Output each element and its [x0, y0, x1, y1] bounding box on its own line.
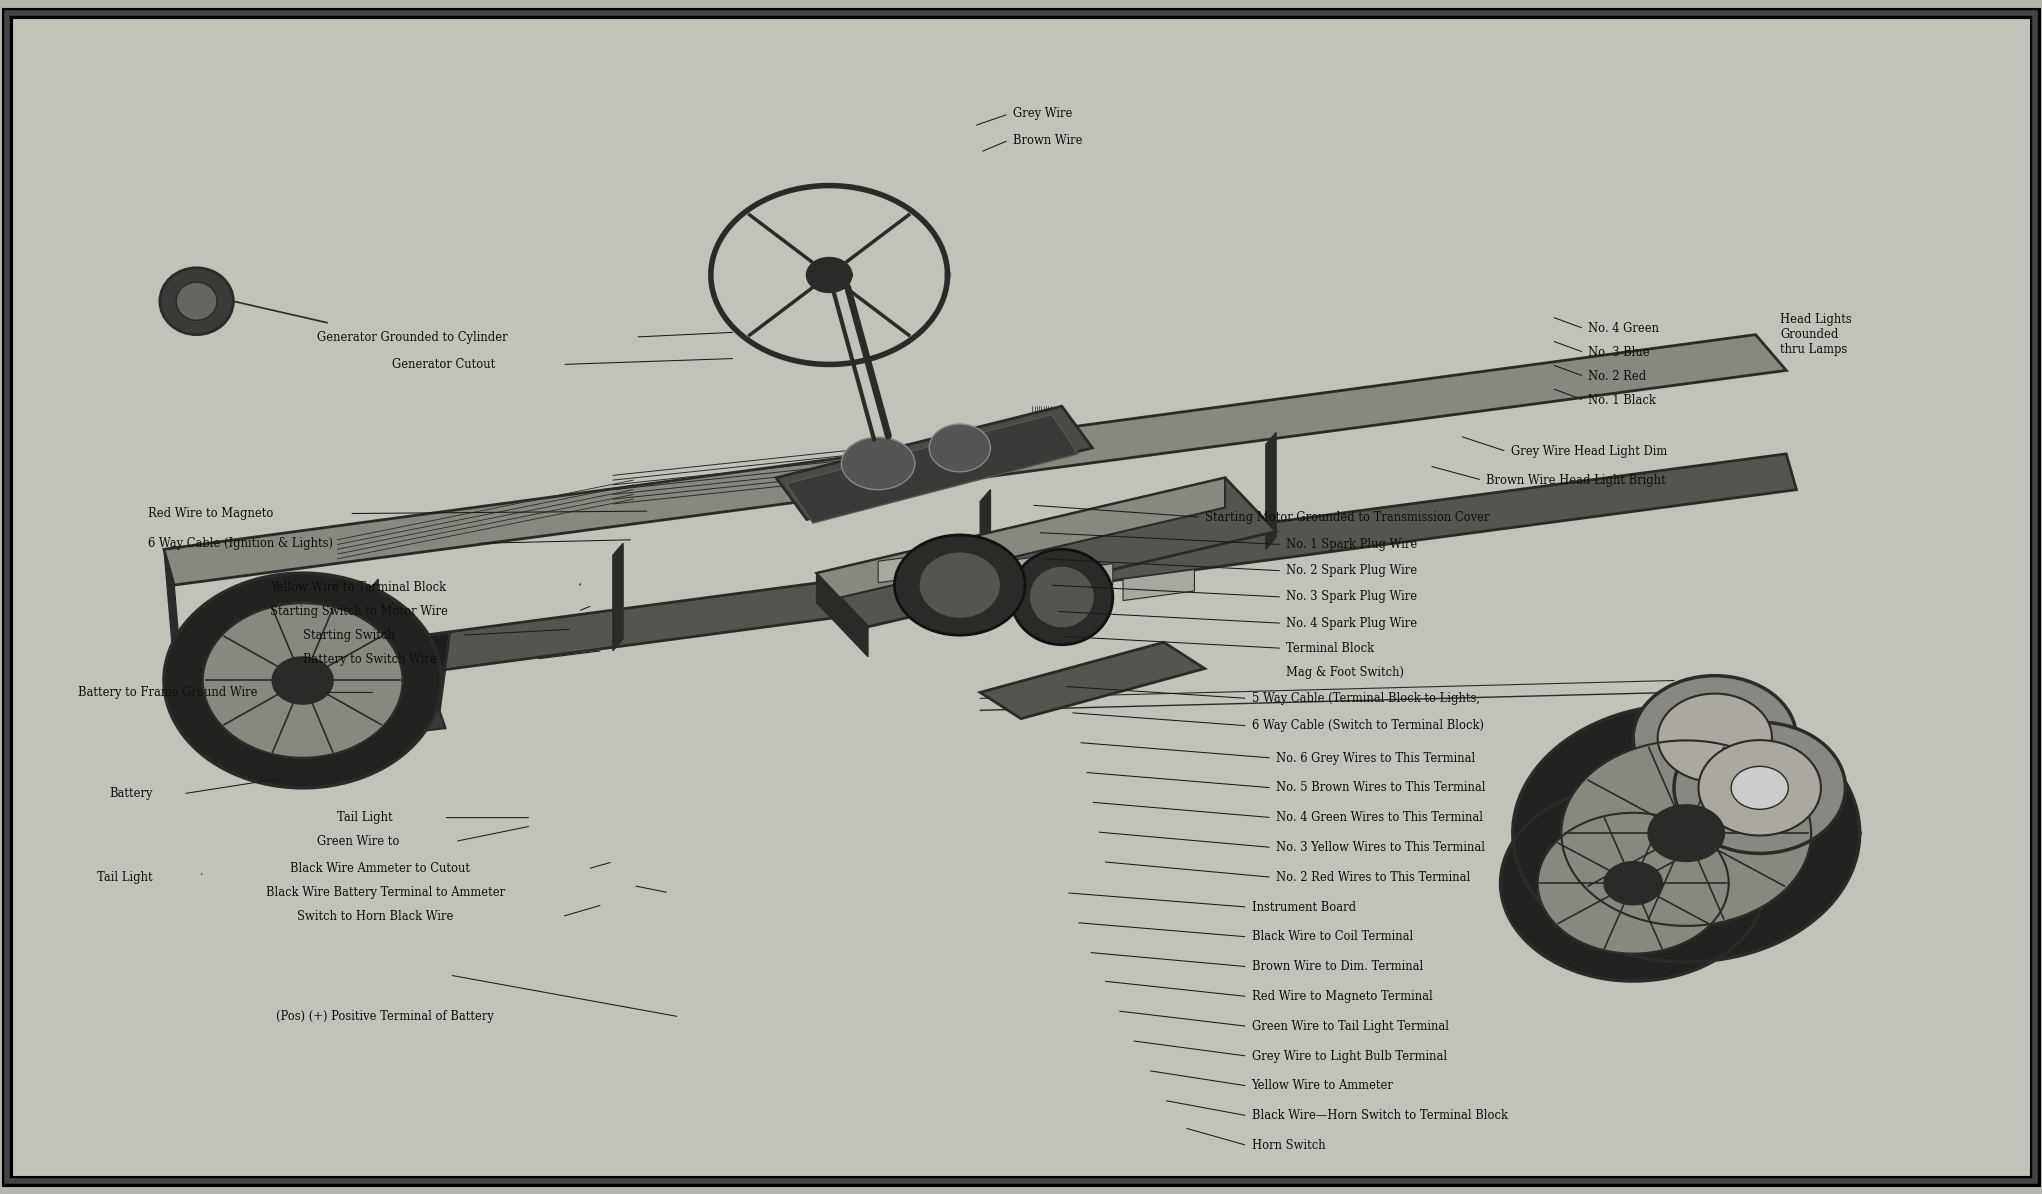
Ellipse shape: [1699, 740, 1821, 836]
Polygon shape: [163, 573, 441, 788]
Text: Generator Grounded to Cylinder: Generator Grounded to Cylinder: [317, 331, 508, 344]
Polygon shape: [809, 259, 849, 291]
Ellipse shape: [919, 552, 1001, 618]
Polygon shape: [1538, 813, 1730, 954]
Ellipse shape: [1634, 676, 1797, 800]
Ellipse shape: [1674, 722, 1846, 854]
Text: 6 Way Cable (Ignition & Lights): 6 Way Cable (Ignition & Lights): [147, 537, 333, 549]
Text: Brown Wire Head Light Bright: Brown Wire Head Light Bright: [1487, 474, 1666, 487]
Text: Battery to Frame Ground Wire: Battery to Frame Ground Wire: [78, 685, 257, 698]
Polygon shape: [980, 490, 990, 609]
Polygon shape: [960, 558, 1031, 589]
Polygon shape: [1648, 805, 1723, 861]
Polygon shape: [163, 549, 184, 704]
Text: Grey Wire: Grey Wire: [1013, 107, 1072, 121]
Text: Battery to Switch Wire: Battery to Switch Wire: [302, 652, 437, 665]
Text: Brown Wire to Dim. Terminal: Brown Wire to Dim. Terminal: [1252, 960, 1423, 973]
Text: Green Wire to: Green Wire to: [317, 835, 400, 848]
Text: (Pos) (+) Positive Terminal of Battery: (Pos) (+) Positive Terminal of Battery: [276, 1010, 494, 1023]
Text: Starting Switch: Starting Switch: [302, 629, 394, 641]
Text: No. 4 Green: No. 4 Green: [1589, 322, 1660, 336]
Text: Red Wire to Magneto: Red Wire to Magneto: [147, 507, 274, 521]
Polygon shape: [282, 633, 449, 728]
Text: Starting Switch to Motor Wire: Starting Switch to Motor Wire: [270, 605, 447, 617]
Text: No. 1 Black: No. 1 Black: [1589, 394, 1656, 407]
Polygon shape: [817, 573, 868, 657]
Text: No. 4 Spark Plug Wire: No. 4 Spark Plug Wire: [1286, 617, 1417, 629]
Ellipse shape: [929, 424, 990, 472]
Polygon shape: [282, 710, 445, 746]
Ellipse shape: [1658, 694, 1772, 782]
Polygon shape: [1041, 564, 1113, 595]
Ellipse shape: [1029, 566, 1095, 628]
Ellipse shape: [1732, 767, 1789, 810]
Polygon shape: [272, 657, 333, 704]
Text: Battery: Battery: [108, 787, 153, 800]
Text: Yellow Wire to Ammeter: Yellow Wire to Ammeter: [1252, 1079, 1393, 1093]
Ellipse shape: [159, 267, 233, 334]
Text: No. 5 Brown Wires to This Terminal: No. 5 Brown Wires to This Terminal: [1276, 781, 1487, 794]
Polygon shape: [1513, 704, 1860, 962]
Text: No. 2 Red: No. 2 Red: [1589, 370, 1646, 383]
Text: Tail Light: Tail Light: [337, 811, 392, 824]
Text: No. 4 Green Wires to This Terminal: No. 4 Green Wires to This Terminal: [1276, 811, 1482, 824]
Text: Horn Switch: Horn Switch: [1252, 1139, 1325, 1152]
Polygon shape: [368, 579, 378, 687]
Text: Black Wire to Coil Terminal: Black Wire to Coil Terminal: [1252, 930, 1413, 943]
Polygon shape: [1266, 432, 1276, 549]
Text: Black Wire Ammeter to Cutout: Black Wire Ammeter to Cutout: [290, 862, 470, 875]
Text: Black Wire—Horn Switch to Terminal Block: Black Wire—Horn Switch to Terminal Block: [1252, 1109, 1507, 1122]
Polygon shape: [163, 334, 1787, 585]
Text: Grey Wire to Light Bulb Terminal: Grey Wire to Light Bulb Terminal: [1252, 1050, 1446, 1063]
Polygon shape: [1501, 786, 1766, 981]
Text: No. 3 Yellow Wires to This Terminal: No. 3 Yellow Wires to This Terminal: [1276, 841, 1485, 854]
Polygon shape: [1605, 862, 1662, 905]
Polygon shape: [878, 552, 950, 583]
Text: Black Wire Battery Terminal to Ammeter: Black Wire Battery Terminal to Ammeter: [265, 886, 504, 899]
Text: Mag & Foot Switch): Mag & Foot Switch): [1286, 665, 1405, 678]
Polygon shape: [1123, 570, 1195, 601]
Text: Terminal Block: Terminal Block: [1286, 642, 1374, 654]
Polygon shape: [817, 478, 1225, 603]
Text: Grey Wire Head Light Dim: Grey Wire Head Light Dim: [1511, 445, 1666, 458]
Text: No. 3 Blue: No. 3 Blue: [1589, 346, 1650, 359]
Polygon shape: [613, 543, 623, 651]
Text: 5 Way Cable (Terminal Block to Lights,: 5 Way Cable (Terminal Block to Lights,: [1252, 691, 1480, 704]
Text: No. 3 Spark Plug Wire: No. 3 Spark Plug Wire: [1286, 591, 1417, 603]
Polygon shape: [776, 406, 1092, 519]
Text: Switch to Horn Black Wire: Switch to Horn Black Wire: [296, 910, 453, 923]
Polygon shape: [817, 478, 1276, 627]
Text: No. 1 Spark Plug Wire: No. 1 Spark Plug Wire: [1286, 538, 1417, 550]
Polygon shape: [786, 414, 1078, 523]
Text: Tail Light: Tail Light: [96, 870, 153, 884]
Polygon shape: [980, 642, 1205, 719]
Polygon shape: [174, 454, 1797, 704]
Ellipse shape: [176, 282, 216, 320]
Ellipse shape: [841, 437, 915, 490]
Text: Green Wire to Tail Light Terminal: Green Wire to Tail Light Terminal: [1252, 1020, 1448, 1033]
Text: Starting Motor Grounded to Transmission Cover: Starting Motor Grounded to Transmission …: [1205, 511, 1489, 524]
Text: No. 2 Spark Plug Wire: No. 2 Spark Plug Wire: [1286, 565, 1417, 577]
Text: No. 2 Red Wires to This Terminal: No. 2 Red Wires to This Terminal: [1276, 870, 1470, 884]
Text: Head Lights
Grounded
thru Lamps: Head Lights Grounded thru Lamps: [1781, 313, 1852, 356]
Text: No. 6 Grey Wires to This Terminal: No. 6 Grey Wires to This Terminal: [1276, 751, 1474, 764]
Text: Brown Wire: Brown Wire: [1013, 134, 1082, 147]
Text: Generator Cutout: Generator Cutout: [392, 358, 496, 371]
Text: Instrument Board: Instrument Board: [1252, 900, 1356, 913]
Text: 6 Way Cable (Switch to Terminal Block): 6 Way Cable (Switch to Terminal Block): [1252, 719, 1485, 732]
Ellipse shape: [894, 535, 1025, 635]
Ellipse shape: [1011, 549, 1113, 645]
Text: Yellow Wire to Terminal Block: Yellow Wire to Terminal Block: [270, 581, 447, 593]
Polygon shape: [202, 603, 402, 758]
Text: Red Wire to Magneto Terminal: Red Wire to Magneto Terminal: [1252, 990, 1431, 1003]
Polygon shape: [1562, 740, 1811, 925]
